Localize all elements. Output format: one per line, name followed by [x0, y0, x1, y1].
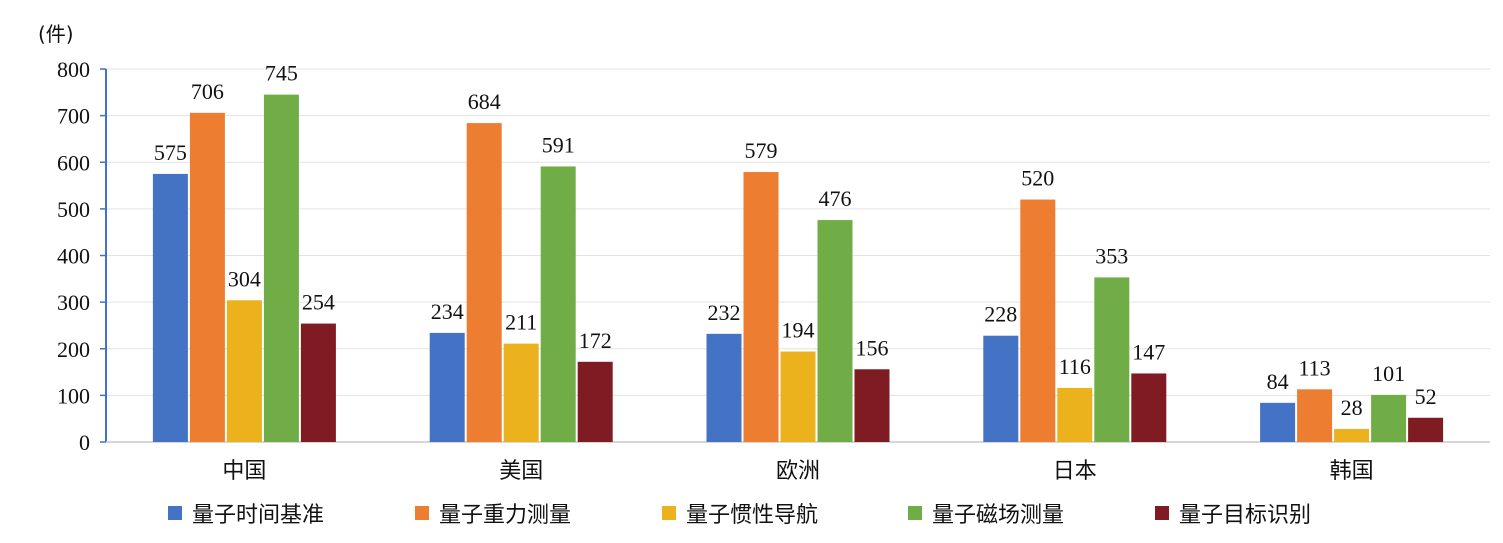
x-category-label: 美国	[499, 459, 543, 484]
data-label: 234	[431, 299, 464, 324]
bar	[1334, 428, 1370, 442]
bar	[1094, 277, 1130, 442]
data-label: 116	[1059, 354, 1091, 379]
data-label: 84	[1267, 369, 1289, 394]
data-label: 156	[856, 335, 889, 360]
data-label: 232	[708, 300, 741, 325]
legend-item: 量子重力测量	[415, 503, 571, 528]
bar	[226, 300, 262, 442]
y-tick-label: 0	[79, 430, 90, 455]
y-tick-label: 200	[57, 337, 90, 362]
data-label: 228	[984, 302, 1017, 327]
bar	[743, 172, 779, 442]
x-category-label: 欧洲	[776, 459, 820, 484]
y-tick-label: 700	[57, 104, 90, 129]
data-label: 353	[1095, 243, 1128, 268]
bar	[983, 335, 1019, 442]
legend-label: 量子磁场测量	[932, 503, 1064, 528]
y-tick-label: 100	[57, 383, 90, 408]
bar	[854, 369, 890, 442]
legend-swatch	[168, 506, 182, 520]
bar	[1260, 402, 1296, 442]
bar	[1408, 417, 1444, 442]
bar	[577, 361, 613, 442]
legend-swatch	[662, 506, 676, 520]
bar	[466, 123, 502, 443]
legend: 量子时间基准 量子重力测量 量子惯性导航 量子磁场测量 量子目标识别	[168, 503, 1311, 528]
bar	[503, 343, 539, 442]
legend-swatch	[415, 506, 429, 520]
bar	[263, 94, 299, 443]
bar	[1131, 373, 1167, 442]
bar	[152, 173, 188, 442]
x-category-label: 中国	[222, 459, 266, 484]
x-category-label: 韩国	[1330, 459, 1374, 484]
data-label: 147	[1132, 339, 1165, 364]
data-label: 706	[191, 79, 224, 104]
data-label: 304	[228, 266, 261, 291]
data-label: 579	[745, 138, 778, 163]
y-axis-unit-label: (件)	[38, 22, 74, 46]
y-tick-label: 400	[57, 244, 90, 269]
bar	[1020, 199, 1056, 442]
y-tick-label: 500	[57, 197, 90, 222]
legend-label: 量子重力测量	[439, 503, 571, 528]
data-label: 684	[468, 89, 501, 114]
y-axis-ticks: 0 100 200 300 400 500 600 700 800	[57, 57, 106, 455]
y-tick-label: 300	[57, 290, 90, 315]
data-label: 591	[542, 132, 575, 157]
gridlines	[106, 68, 1490, 396]
legend-label: 量子惯性导航	[686, 503, 818, 528]
data-label: 101	[1372, 361, 1405, 386]
data-label: 113	[1299, 355, 1331, 380]
data-label: 194	[782, 318, 815, 343]
legend-label: 量子时间基准	[192, 503, 324, 528]
x-category-label: 日本	[1053, 459, 1097, 484]
bar	[1057, 387, 1093, 442]
bar	[780, 351, 816, 442]
y-tick-label: 600	[57, 150, 90, 175]
legend-item: 量子惯性导航	[662, 503, 818, 528]
bar	[706, 333, 742, 442]
bar	[189, 112, 225, 442]
data-label: 172	[579, 328, 612, 353]
legend-swatch	[908, 506, 922, 520]
category-labels: 中国 美国 欧洲 日本 韩国	[222, 459, 1373, 484]
data-label: 28	[1341, 395, 1363, 420]
data-label: 211	[505, 310, 537, 335]
data-label: 575	[154, 140, 187, 165]
bar	[300, 323, 336, 442]
legend-item: 量子磁场测量	[908, 503, 1064, 528]
legend-swatch	[1155, 506, 1169, 520]
data-label: 745	[265, 61, 298, 86]
data-labels: 575 706 304 745 254 234 684 211 591 172 232 579 194 4…	[154, 61, 1437, 420]
bar	[1371, 394, 1407, 442]
y-tick-label: 800	[57, 57, 90, 82]
bar	[429, 332, 465, 442]
data-label: 52	[1415, 384, 1437, 409]
data-label: 476	[819, 186, 852, 211]
legend-label: 量子目标识别	[1179, 503, 1311, 528]
data-label: 520	[1021, 166, 1054, 191]
bar	[817, 220, 853, 442]
legend-item: 量子时间基准	[168, 503, 324, 528]
bar	[1297, 389, 1333, 442]
data-label: 254	[302, 290, 335, 315]
bars	[152, 94, 1444, 443]
legend-item: 量子目标识别	[1155, 503, 1311, 528]
bar	[540, 166, 576, 443]
